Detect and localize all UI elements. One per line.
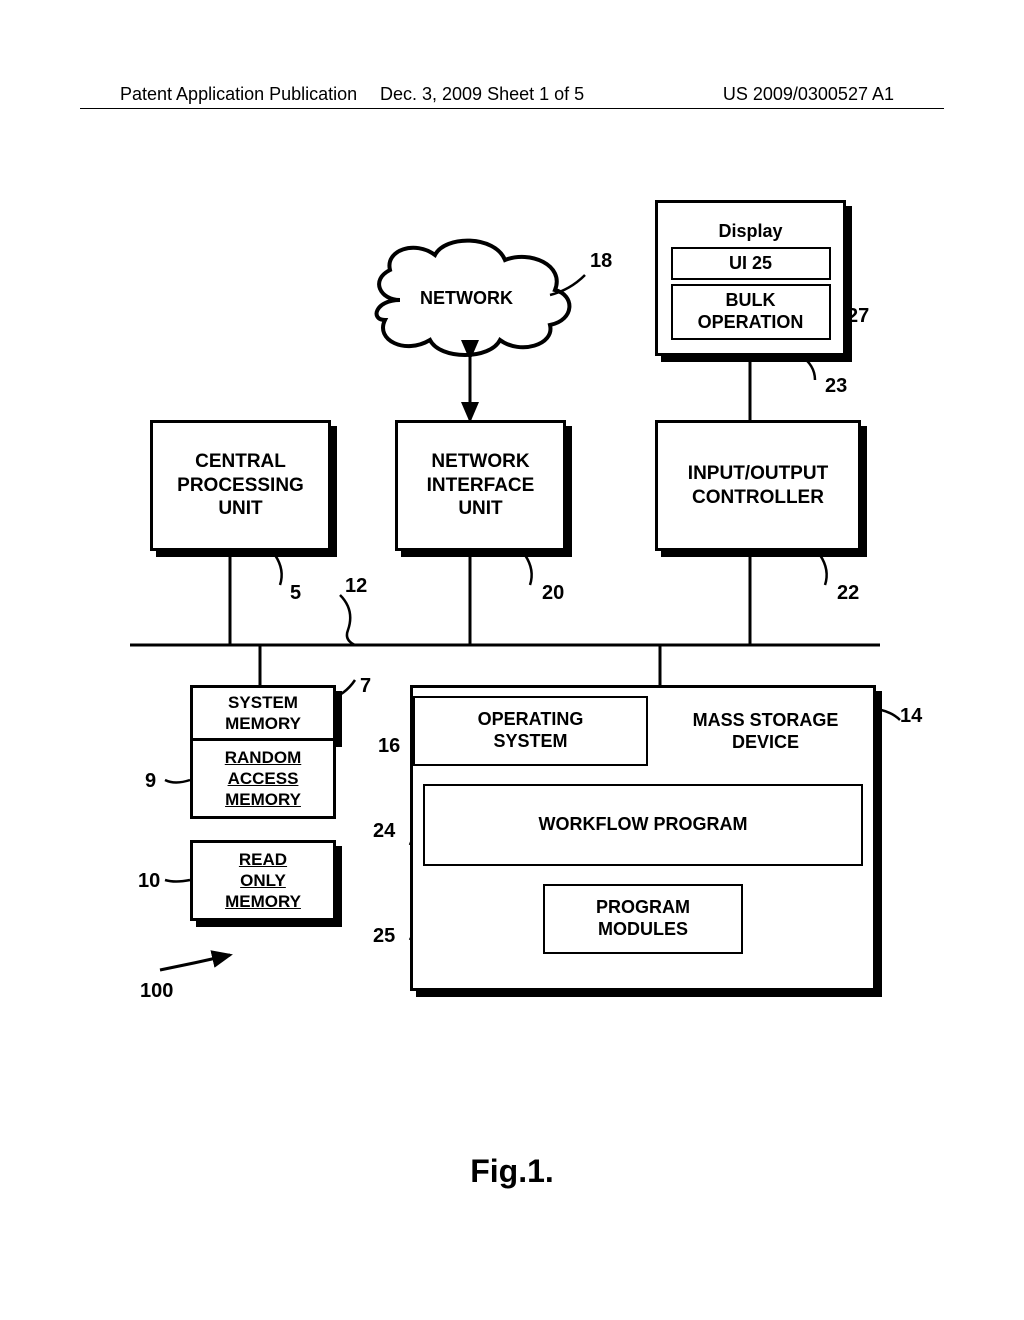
ref-18: 18 bbox=[590, 250, 612, 273]
ref-7: 7 bbox=[360, 675, 371, 698]
header-right: US 2009/0300527 A1 bbox=[723, 84, 894, 105]
rom-box: READ ONLY MEMORY bbox=[190, 840, 336, 921]
header-center: Dec. 3, 2009 Sheet 1 of 5 bbox=[380, 84, 584, 105]
display-title: Display bbox=[658, 216, 843, 247]
ref-12: 12 bbox=[345, 575, 367, 598]
ram-label: RANDOM ACCESS MEMORY bbox=[225, 747, 302, 811]
figure-label: Fig.1. bbox=[0, 1153, 1024, 1190]
ram-box: RANDOM ACCESS MEMORY bbox=[190, 738, 336, 819]
rom-label: READ ONLY MEMORY bbox=[225, 849, 301, 913]
os-box: OPERATING SYSTEM bbox=[413, 696, 648, 766]
ref-25: 25 bbox=[373, 925, 395, 948]
ref-9: 9 bbox=[145, 770, 156, 793]
header-left: Patent Application Publication bbox=[120, 84, 357, 105]
network-cloud-label: NETWORK bbox=[420, 288, 513, 309]
ref-14: 14 bbox=[900, 705, 922, 728]
workflow-box: WORKFLOW PROGRAM bbox=[423, 784, 863, 866]
msd-box: OPERATING SYSTEM MASS STORAGE DEVICE WOR… bbox=[410, 685, 876, 991]
page: Patent Application Publication Dec. 3, 2… bbox=[0, 0, 1024, 1320]
ref-23: 23 bbox=[825, 375, 847, 398]
modules-box: PROGRAM MODULES bbox=[543, 884, 743, 954]
ref-27: 27 bbox=[847, 305, 869, 328]
display-box: Display UI 25 BULK OPERATION bbox=[655, 200, 846, 356]
io-box: INPUT/OUTPUT CONTROLLER bbox=[655, 420, 861, 551]
sysmem-box: SYSTEM MEMORY bbox=[190, 685, 336, 741]
cpu-box: CENTRAL PROCESSING UNIT bbox=[150, 420, 331, 551]
ref-5: 5 bbox=[290, 582, 301, 605]
ref-10: 10 bbox=[138, 870, 160, 893]
niu-box: NETWORK INTERFACE UNIT bbox=[395, 420, 566, 551]
ref-24: 24 bbox=[373, 820, 395, 843]
header-rule bbox=[80, 108, 944, 109]
msd-label: MASS STORAGE DEVICE bbox=[658, 696, 873, 766]
ui25-box: UI 25 bbox=[671, 247, 831, 281]
ref-20: 20 bbox=[542, 582, 564, 605]
ref-22: 22 bbox=[837, 582, 859, 605]
diagram-canvas: Display UI 25 BULK OPERATION NETWORK CEN… bbox=[100, 180, 924, 1100]
bulk-op-box: BULK OPERATION bbox=[671, 284, 831, 339]
ref-16: 16 bbox=[378, 735, 400, 758]
ref-100: 100 bbox=[140, 980, 173, 1003]
